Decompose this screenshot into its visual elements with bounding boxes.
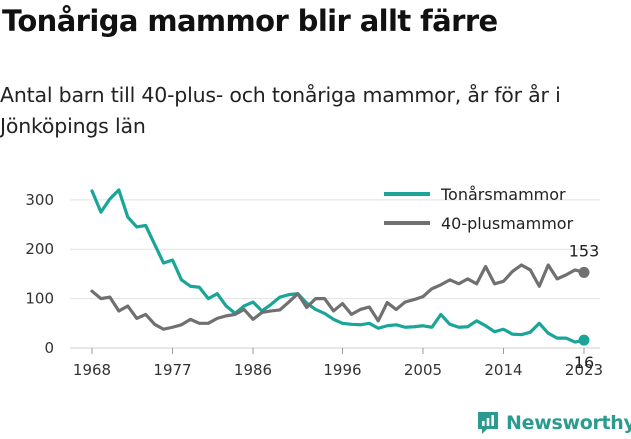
x-tick-label: 1977 — [153, 361, 191, 379]
y-tick-label: 0 — [44, 339, 54, 357]
chart-title: Tonåriga mammor blir allt färre — [2, 4, 498, 38]
end-label-teen-mothers: 16 — [574, 353, 594, 372]
legend-label-teen-mothers: Tonårsmammor — [440, 185, 566, 204]
series-line-teen-mothers — [90, 188, 586, 344]
x-tick-label: 2014 — [484, 361, 522, 379]
series-lines — [90, 188, 590, 346]
y-axis: 0 100 200 300 — [25, 191, 54, 357]
legend: Tonårsmammor 40-plusmammor — [384, 185, 574, 233]
end-point-teen-mothers — [578, 334, 590, 346]
x-tick-label: 1968 — [73, 361, 111, 379]
x-tick-label: 2005 — [404, 361, 442, 379]
brand-name: Newsworthy — [506, 412, 631, 434]
x-tick-label: 1986 — [234, 361, 272, 379]
x-tick-label: 1996 — [323, 361, 361, 379]
y-tick-label: 300 — [25, 191, 54, 209]
end-point-forty-plus-mothers — [578, 266, 590, 278]
series-line-forty-plus-mothers — [90, 263, 586, 331]
y-tick-label: 200 — [25, 240, 54, 258]
brand-logo: Newsworthy — [476, 407, 631, 439]
newsworthy-logo-icon — [478, 412, 498, 434]
y-tick-label: 100 — [25, 290, 54, 308]
x-tick-label: 2023 — [565, 361, 603, 379]
x-axis: 1968 1977 1986 1996 2005 2014 2023 — [73, 348, 603, 379]
end-labels: 16 153 — [569, 241, 600, 372]
chart-subtitle: Antal barn till 40-plus- och tonåriga ma… — [0, 83, 561, 138]
legend-label-forty-plus-mothers: 40-plusmammor — [441, 214, 574, 233]
end-label-forty-plus-mothers: 153 — [569, 241, 600, 260]
